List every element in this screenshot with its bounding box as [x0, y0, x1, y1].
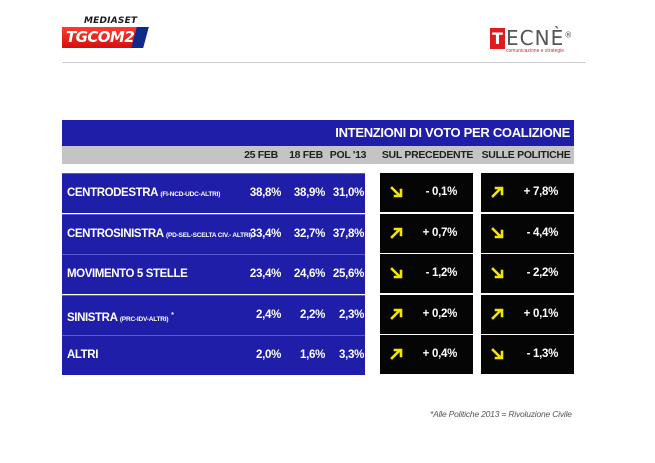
delta-sul-precedente: + 0,2%	[380, 294, 473, 334]
value-cell: 2,2%	[299, 308, 325, 321]
tecne-logo: T ECNÈ® comunicazione e strategie	[490, 26, 580, 58]
arrow-up-right-icon	[491, 308, 504, 320]
row-blue-band: SINISTRA (PRC-IDV-ALTRI) * 2,4% 2,2% 2,3%	[62, 294, 365, 335]
delta-sul-precedente: + 0,4%	[380, 335, 473, 374]
delta-value: + 0,1%	[523, 307, 559, 320]
tecne-wordmark: ECNÈ®	[506, 26, 573, 50]
arrow-down-right-icon	[390, 267, 403, 279]
mediaset-wordmark: MEDIASET	[84, 16, 138, 26]
delta-sulle-politiche: - 4,4%	[481, 213, 574, 253]
row-label-name: ALTRI	[67, 349, 99, 361]
arrow-up-right-icon	[390, 227, 403, 239]
table-body: CENTRODESTRA (FI-NCD-UDC-ALTRI) 38,8% 38,9…	[62, 173, 574, 376]
value-cell: 24,6%	[293, 268, 325, 280]
row-label: MOVIMENTO 5 STELLE	[67, 255, 188, 294]
delta-sulle-politiche: + 0,1%	[481, 294, 574, 334]
table-row: SINISTRA (PRC-IDV-ALTRI) * 2,4% 2,2% 2,3% + …	[62, 294, 574, 335]
value-cell: 1,6%	[299, 349, 325, 361]
table-row: CENTRODESTRA (FI-NCD-UDC-ALTRI) 38,8% 38,9…	[62, 173, 574, 213]
row-gap	[365, 213, 380, 253]
row-label: SINISTRA (PRC-IDV-ALTRI) *	[67, 296, 174, 339]
value-cell: 38,9%	[293, 187, 325, 199]
delta-sulle-politiche: - 2,2%	[481, 254, 574, 293]
delta-value: - 1,2%	[425, 267, 458, 279]
row-label-sub: (FI-NCD-UDC-ALTRI)	[160, 191, 221, 198]
column-header-18feb: 18 FEB	[289, 149, 323, 161]
column-header-25feb: 25 FEB	[244, 149, 278, 161]
footnote: *Alle Politiche 2013 = Rivoluzione Civil…	[430, 409, 572, 419]
column-header-pol13: POL '13	[329, 149, 367, 161]
delta-sulle-politiche: - 1,3%	[481, 335, 574, 374]
delta-sulle-politiche: + 7,8%	[481, 173, 574, 212]
column-header-sulle-politiche: SULLE POLITICHE	[481, 149, 571, 161]
delta-value: + 0,4%	[422, 348, 458, 360]
delta-sul-precedente: + 0,7%	[380, 213, 473, 253]
value-cell: 3,3%	[338, 349, 364, 361]
arrow-up-right-icon	[390, 348, 403, 360]
delta-value: - 2,2%	[526, 267, 559, 279]
row-label: ALTRI	[67, 336, 98, 375]
row-blue-band: ALTRI 2,0% 1,6% 3,3%	[62, 335, 365, 375]
row-blue-band: CENTROSINISTRA (PD-SEL-SCELTA CIV.- ALTR…	[62, 213, 365, 255]
column-header-bar	[62, 146, 574, 164]
table-row: CENTROSINISTRA (PD-SEL-SCELTA CIV.- ALTR…	[62, 213, 574, 255]
arrow-up-right-icon	[491, 186, 504, 198]
row-label-sub: (PD-SEL-SCELTA CIV.- ALTRI)	[166, 231, 252, 239]
row-blue-band: CENTRODESTRA (FI-NCD-UDC-ALTRI) 38,8% 38,9…	[62, 173, 365, 213]
row-label-name: CENTRODESTRA	[67, 187, 158, 199]
row-label-name: SINISTRA	[67, 311, 118, 324]
row-gap	[365, 173, 380, 212]
arrow-down-right-icon	[491, 267, 504, 279]
arrow-down-right-icon	[491, 348, 504, 360]
value-cell: 31,0%	[332, 187, 364, 199]
table-title: INTENZIONI DI VOTO PER COALIZIONE	[62, 120, 574, 146]
row-label: CENTRODESTRA (FI-NCD-UDC-ALTRI)	[67, 174, 220, 214]
delta-sul-precedente: - 1,2%	[380, 254, 473, 293]
row-label-sub: (PRC-IDV-ALTRI)	[119, 315, 169, 323]
row-gap	[365, 254, 380, 293]
delta-value: - 1,3%	[526, 348, 559, 360]
value-cell: 2,0%	[255, 349, 281, 361]
tecne-registered: ®	[564, 30, 574, 40]
arrow-up-right-icon	[390, 308, 403, 320]
header-divider	[62, 62, 586, 63]
value-cell: 38,8%	[249, 187, 281, 199]
value-cell: 23,4%	[249, 268, 281, 280]
value-cell: 32,7%	[293, 227, 325, 240]
delta-value: - 0,1%	[425, 186, 458, 198]
tgcom-badge: TGCOM24	[62, 27, 149, 48]
value-cell: 37,8%	[332, 227, 364, 240]
arrow-down-right-icon	[390, 186, 403, 198]
value-cell: 2,4%	[255, 308, 281, 321]
row-label-note: *	[171, 311, 174, 319]
tgcom-text: TGCOM	[66, 28, 125, 46]
row-label: CENTROSINISTRA (PD-SEL-SCELTA CIV.- ALTR…	[67, 215, 252, 255]
value-cell: 2,3%	[338, 308, 364, 321]
delta-value: + 0,2%	[422, 307, 458, 320]
table-row: ALTRI 2,0% 1,6% 3,3% + 0,4% - 1,3%	[62, 335, 574, 375]
delta-sul-precedente: - 0,1%	[380, 173, 473, 212]
tecne-letter-box: T	[490, 28, 505, 49]
row-label-name: MOVIMENTO 5 STELLE	[67, 268, 188, 280]
value-cell: 25,6%	[332, 268, 364, 280]
column-header-sul-precedente: SUL PRECEDENTE	[381, 149, 474, 161]
row-label-name: CENTROSINISTRA	[67, 227, 164, 240]
tecne-rest: ECNÈ	[506, 26, 565, 50]
delta-value: - 4,4%	[526, 226, 559, 239]
row-gap	[365, 335, 380, 374]
delta-value: + 7,8%	[523, 186, 559, 198]
tecne-tagline: comunicazione e strategie	[506, 48, 565, 54]
value-cell: 33,4%	[249, 227, 281, 240]
row-blue-band: MOVIMENTO 5 STELLE 23,4% 24,6% 25,6%	[62, 254, 365, 294]
arrow-down-right-icon	[491, 226, 504, 238]
delta-value: + 0,7%	[422, 226, 458, 239]
row-gap	[365, 294, 380, 334]
table-row: MOVIMENTO 5 STELLE 23,4% 24,6% 25,6% - 1,2% -…	[62, 254, 574, 294]
